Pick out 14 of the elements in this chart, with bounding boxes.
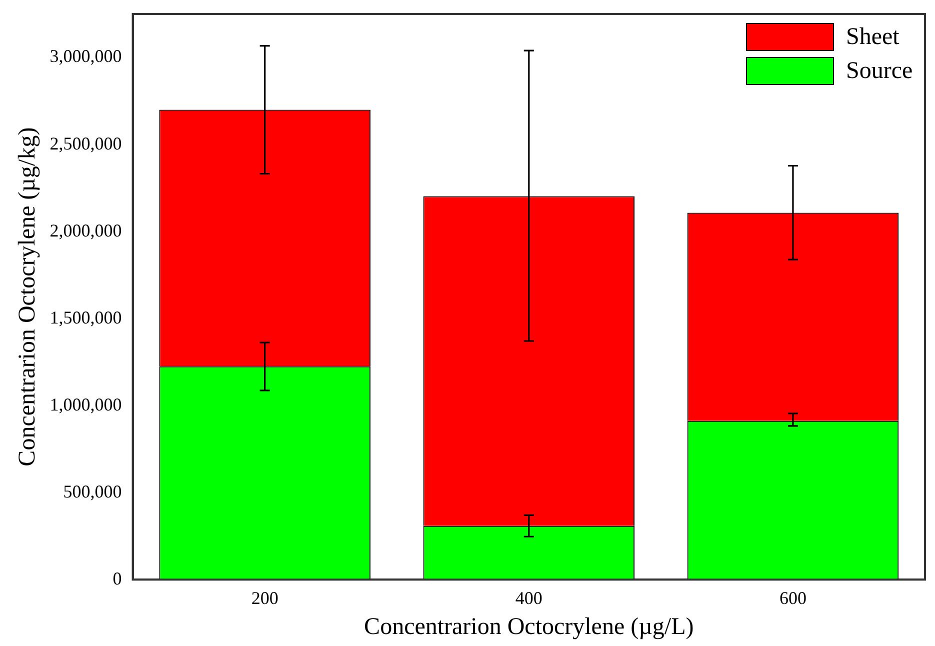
y-tick-label: 0 <box>112 568 122 588</box>
x-tick-label: 200 <box>251 588 278 608</box>
y-tick-label: 1,000,000 <box>50 394 122 414</box>
x-tick-label: 400 <box>515 588 542 608</box>
x-axis-title: Concentrarion Octocrylene (µg/L) <box>364 614 694 640</box>
legend-label: Source <box>846 58 913 84</box>
y-axis-title: Concentrarion Octocrylene (µg/kg) <box>14 127 41 466</box>
y-tick-label: 3,000,000 <box>50 46 122 66</box>
legend-label: Sheet <box>846 24 900 50</box>
y-tick-label: 2,500,000 <box>50 133 122 154</box>
x-tick-label: 600 <box>779 588 806 608</box>
y-tick-label: 1,500,000 <box>50 307 122 328</box>
y-tick-label: 2,000,000 <box>50 220 122 240</box>
y-tick-label: 500,000 <box>63 481 122 502</box>
